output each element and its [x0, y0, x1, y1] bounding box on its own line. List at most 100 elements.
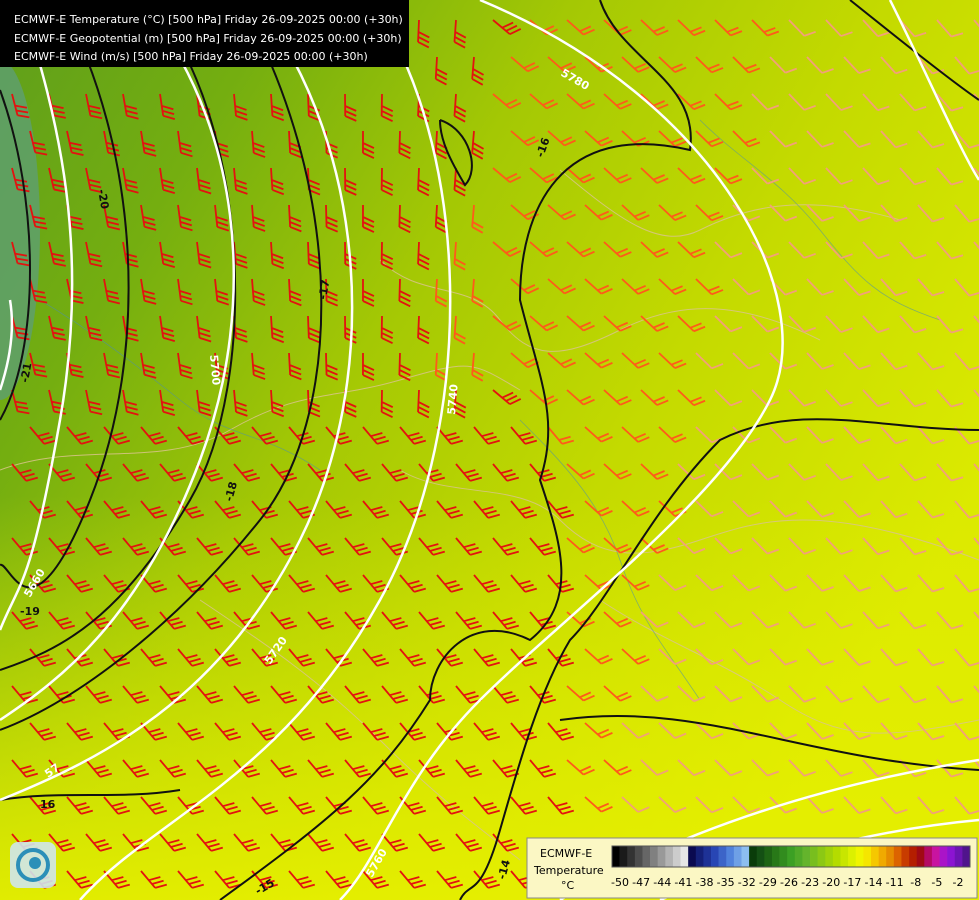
- wind-barb: [362, 870, 390, 889]
- colorbar-cell: [787, 846, 796, 867]
- colorbar-cell: [886, 846, 895, 867]
- wind-barb: [677, 611, 706, 629]
- wind-barb: [270, 315, 285, 344]
- colorbar-cell: [817, 846, 826, 867]
- wind-barb: [843, 500, 871, 519]
- wind-barb: [214, 574, 242, 593]
- wind-barb: [270, 167, 285, 196]
- wind-barb: [177, 278, 193, 306]
- wind-barb: [325, 870, 353, 889]
- wind-barb: [529, 685, 557, 704]
- wind-barb: [547, 278, 576, 295]
- wind-barb: [122, 685, 150, 704]
- wind-barb: [584, 796, 613, 813]
- wind-barb: [973, 93, 979, 112]
- isotherm: [559, 714, 979, 771]
- wind-barb: [214, 722, 242, 741]
- wind-barb: [11, 759, 39, 778]
- wind-barb: [471, 56, 484, 86]
- wind-barb: [307, 463, 335, 482]
- wind-barb: [140, 204, 157, 231]
- wind-barb: [492, 167, 522, 183]
- wind-barb: [380, 241, 394, 270]
- wind-barb: [825, 93, 853, 111]
- wind-barb: [566, 315, 595, 332]
- wind-barb: [640, 241, 669, 258]
- wind-barb: [85, 833, 113, 852]
- wind-barb: [103, 574, 131, 593]
- wind-barb: [325, 648, 353, 667]
- wind-barb: [251, 722, 279, 741]
- wind-barb: [122, 315, 139, 342]
- isohypse: [0, 0, 235, 722]
- wind-barb: [547, 426, 575, 445]
- legend-tick-label: -41: [674, 876, 692, 889]
- colorbar-cell: [855, 846, 864, 867]
- wind-barb: [11, 241, 30, 267]
- wind-barb: [122, 463, 150, 482]
- wind-barb: [695, 352, 724, 370]
- wind-barb: [251, 500, 279, 519]
- wind-barb: [880, 130, 908, 149]
- wind-barb: [769, 500, 798, 518]
- wind-barb: [455, 611, 483, 630]
- colorbar-cell: [916, 846, 925, 867]
- wind-barb: [677, 685, 706, 703]
- wind-barb: [825, 19, 853, 37]
- wind-barb: [140, 130, 157, 157]
- wind-barb: [288, 722, 316, 741]
- wind-barb: [695, 796, 724, 814]
- wind-barb: [48, 463, 76, 482]
- wind-barb: [936, 685, 964, 704]
- wind-barb: [140, 278, 157, 305]
- wind-barb: [159, 463, 187, 482]
- wind-barb: [455, 833, 483, 852]
- wind-barb: [547, 648, 575, 667]
- wind-barb: [973, 241, 979, 260]
- wind-barb: [436, 722, 464, 741]
- colorbar-cell: [642, 846, 651, 867]
- wind-barb: [473, 500, 501, 519]
- wind-barb: [806, 796, 834, 814]
- wind-barb: [48, 759, 76, 778]
- colorbar-cell: [779, 846, 788, 867]
- wind-barb: [177, 426, 205, 445]
- wind-barb: [566, 537, 595, 554]
- wind-barb: [640, 389, 669, 406]
- wind-barb: [103, 500, 131, 519]
- wind-barb: [434, 204, 448, 234]
- wind-barb: [103, 204, 121, 231]
- wind-barb: [677, 537, 706, 555]
- wind-barb: [325, 500, 353, 519]
- wind-barb: [362, 796, 390, 815]
- wind-barb: [973, 167, 979, 186]
- wind-barb: [85, 389, 103, 416]
- wind-barb: [140, 352, 157, 379]
- wind-barb: [398, 130, 411, 160]
- wind-barb: [973, 315, 979, 334]
- wind-barb: [436, 574, 464, 593]
- wind-barb: [825, 611, 853, 629]
- wind-barb: [825, 389, 853, 407]
- wind-barb: [899, 463, 927, 482]
- wind-barb: [11, 685, 39, 704]
- wind-barb: [122, 537, 150, 556]
- header-line: ECMWF-E Geopotential (m) [500 hPa] Frida…: [14, 32, 402, 45]
- wind-barb: [658, 204, 687, 221]
- wind-barb: [417, 315, 430, 345]
- colorbar-cell: [634, 846, 643, 867]
- legend-tick-label: -5: [931, 876, 942, 889]
- wind-barb: [584, 130, 613, 147]
- wind-barb: [547, 130, 576, 147]
- logo-dot: [29, 857, 41, 869]
- colorbar-cell: [703, 846, 712, 867]
- wind-barb: [492, 463, 520, 482]
- wind-barb: [29, 500, 57, 519]
- wind-barb: [196, 611, 224, 630]
- header-line: ECMWF-E Wind (m/s) [500 hPa] Friday 26-0…: [14, 50, 368, 63]
- wind-barb: [214, 648, 242, 667]
- wind-barb: [140, 574, 168, 593]
- wind-barb: [566, 241, 595, 258]
- wind-barb: [159, 833, 187, 852]
- wind-barb: [85, 93, 103, 120]
